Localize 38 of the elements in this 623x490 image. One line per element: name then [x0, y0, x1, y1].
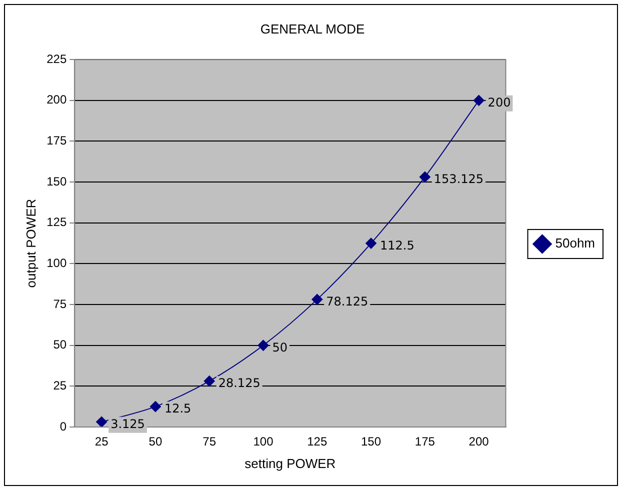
point	[419, 171, 430, 182]
y-tick-label: 75	[53, 296, 67, 311]
data-label: 78.125	[326, 294, 368, 309]
y-tick-label: 150	[46, 174, 67, 188]
x-axis-title: setting POWER	[244, 456, 336, 471]
point	[312, 294, 323, 305]
y-tick-label: 50	[53, 338, 67, 352]
point	[150, 401, 161, 412]
data-label: 12.5	[164, 402, 192, 416]
point	[258, 340, 269, 351]
point	[96, 416, 108, 427]
x-tick-label: 25	[94, 434, 109, 449]
x-tick-label: 50	[148, 434, 162, 449]
y-tick-label: 125	[46, 215, 67, 230]
y-tick-label: 25	[53, 378, 67, 392]
data-label: 153.125	[434, 172, 484, 186]
point	[473, 94, 484, 106]
y-tick-label: 100	[46, 256, 67, 270]
y-tick-label: 175	[46, 134, 67, 148]
x-tick-label: 150	[361, 434, 382, 449]
chart-title: GENERAL MODE	[260, 21, 365, 36]
data-label: 50	[272, 340, 288, 354]
legend-label: 50ohm	[555, 236, 595, 251]
data-label: 3.125	[110, 417, 145, 432]
point	[366, 238, 377, 249]
y-axis-title: output POWER	[23, 198, 38, 288]
y-tick-label: 200	[46, 92, 67, 107]
x-tick-label: 175	[414, 434, 436, 449]
x-tick-label: 100	[253, 434, 274, 449]
data-label: 112.5	[380, 238, 414, 252]
x-tick-label: 125	[307, 434, 328, 449]
x-tick-label: 75	[202, 434, 216, 449]
y-tick-label: 225	[46, 52, 67, 66]
x-tick-label: 200	[468, 434, 490, 449]
data-label: 200	[488, 96, 511, 110]
y-tick-label: 0	[60, 419, 67, 434]
data-label: 28.125	[218, 376, 260, 390]
point	[204, 376, 215, 387]
